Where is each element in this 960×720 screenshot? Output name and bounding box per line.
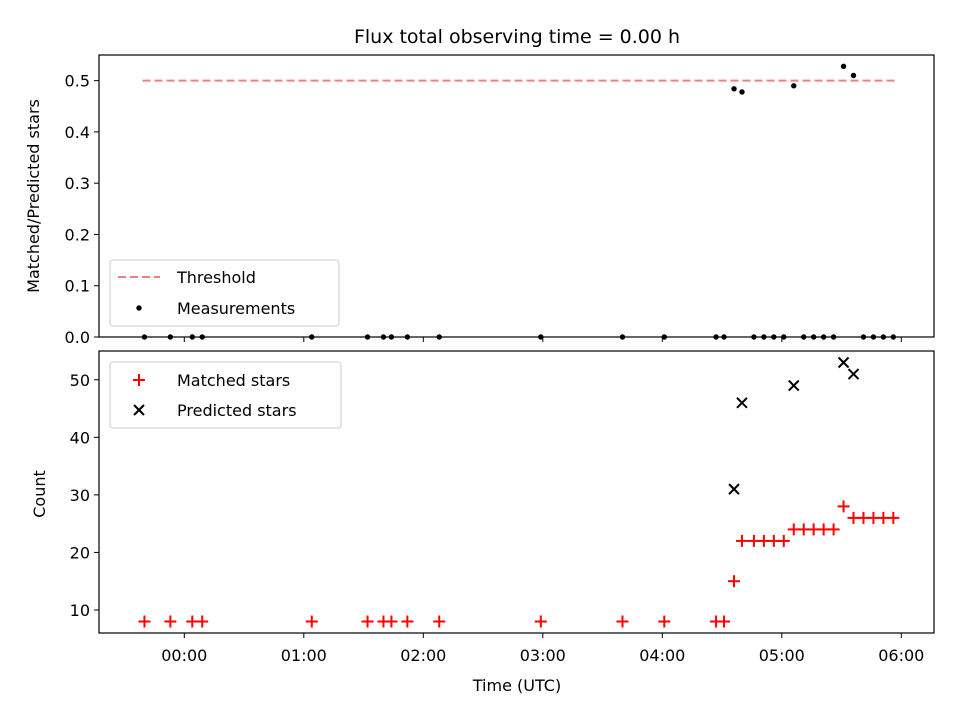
bottom-y-tick-label: 30 [70, 486, 90, 505]
predicted-star-point [788, 379, 800, 392]
x-tick-label: 04:00 [639, 646, 685, 665]
x-tick-label: 01:00 [281, 646, 327, 665]
x-tick-label: 05:00 [759, 646, 805, 665]
matched-star-point [401, 615, 414, 628]
matched-star-point [534, 615, 547, 628]
measurement-point [840, 63, 847, 69]
x-tick-label: 06:00 [878, 646, 924, 665]
top-y-tick-label: 0.5 [65, 72, 90, 91]
top-legend: Threshold Measurements [109, 259, 340, 327]
matched-star-point [616, 615, 629, 628]
x-tick-label: 00:00 [161, 646, 207, 665]
matched-star-point [658, 615, 671, 628]
top-y-tick-label: 0.0 [65, 328, 90, 347]
top-plot-frame [98, 54, 935, 338]
matched-star-point [718, 615, 731, 628]
chart-title: Flux total observing time = 0.00 h [354, 26, 680, 48]
x-marker-b [736, 397, 748, 409]
x-marker-b [728, 483, 740, 495]
matched-star-point [138, 615, 151, 628]
legend-measurements-swatch [136, 305, 142, 311]
legend-predicted-label: Predicted stars [177, 401, 297, 420]
predicted-star-point [736, 397, 748, 409]
x-marker-b [788, 379, 800, 392]
matched-star-point [827, 523, 840, 536]
legend-threshold-label: Threshold [176, 268, 256, 287]
matched-star-point [728, 575, 741, 588]
matched-star-point [837, 500, 850, 513]
matched-star-point [361, 615, 374, 628]
x-marker-b [847, 368, 860, 380]
bottom-y-tick-label: 40 [70, 428, 90, 447]
top-y-tick-label: 0.1 [65, 277, 90, 296]
matched-star-point [777, 534, 790, 547]
measurement-point [731, 86, 737, 92]
x-marker-b [837, 356, 850, 369]
top-y-axis-label: Matched/Predicted stars [24, 99, 43, 293]
x-marker-b [133, 404, 145, 416]
measurement-point [791, 83, 797, 89]
top-y-tick-label: 0.2 [65, 225, 90, 244]
matched-star-point [196, 615, 209, 628]
x-tick-label: 02:00 [400, 646, 446, 665]
measurement-point [739, 89, 745, 95]
bottom-legend-box [109, 361, 342, 429]
bottom-y-tick-label: 10 [70, 601, 90, 620]
matched-star-point [305, 615, 318, 628]
bottom-panel: 10 20 30 40 50 00:00 01:00 02:00 03:00 04:00 05:00… [70, 350, 935, 665]
measurement-point [850, 72, 857, 79]
bottom-y-tick-label: 20 [70, 543, 90, 562]
predicted-star-point [837, 356, 850, 369]
matched-star-point [735, 534, 748, 547]
matched-star-point [433, 615, 446, 628]
predicted-star-point [728, 483, 740, 495]
bottom-y-axis-label: Count [30, 470, 49, 518]
x-tick-label: 03:00 [520, 646, 566, 665]
matched-star-point [164, 615, 177, 628]
top-legend-box [109, 259, 340, 327]
legend-matched-swatch [133, 374, 145, 386]
matched-star-point [887, 511, 900, 524]
top-panel: 0.0 0.1 0.2 0.3 0.4 0.5 Threshold Measurements [65, 54, 935, 347]
legend-measurements-label: Measurements [177, 299, 295, 318]
legend-matched-label: Matched stars [177, 371, 290, 390]
bottom-y-tick-label: 50 [70, 371, 90, 390]
predicted-star-point [847, 368, 860, 380]
legend-predicted-swatch [133, 404, 145, 416]
top-y-tick-label: 0.3 [65, 174, 90, 193]
top-y-tick-label: 0.4 [65, 123, 90, 142]
bottom-legend: Matched stars Predicted stars [109, 361, 342, 429]
bottom-plot-frame [98, 350, 935, 634]
matched-star-point [385, 615, 398, 628]
x-axis-label: Time (UTC) [472, 676, 561, 695]
